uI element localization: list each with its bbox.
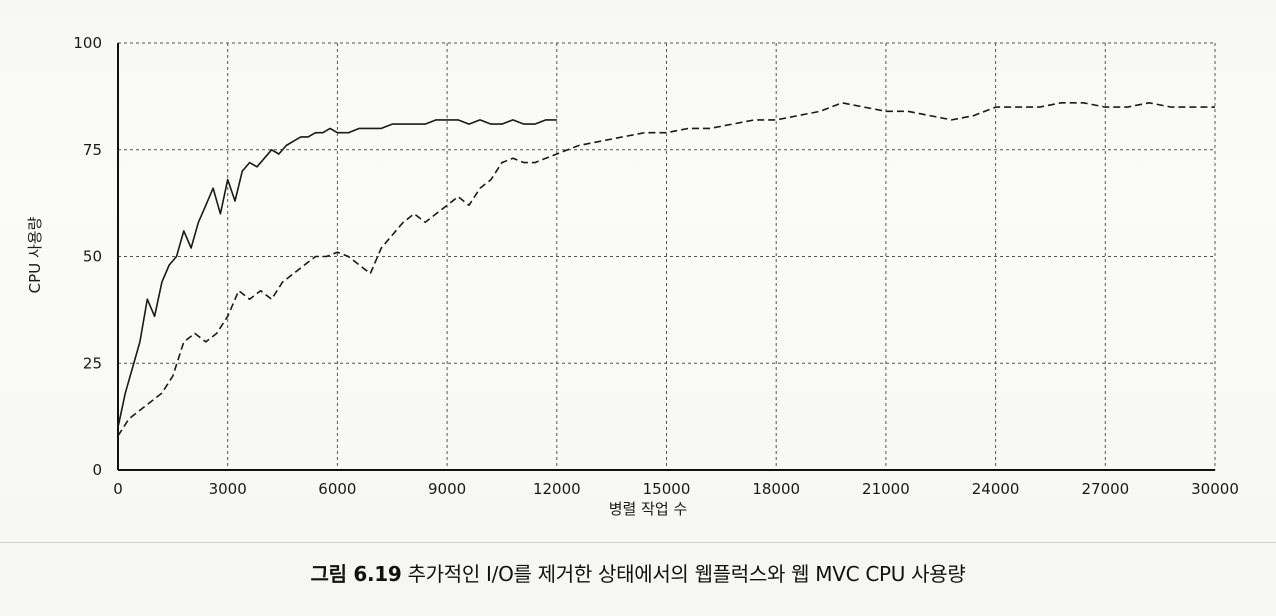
x-tick-label: 18000 xyxy=(752,480,800,498)
caption-divider xyxy=(0,542,1276,543)
axes xyxy=(117,43,1215,471)
x-tick-label: 6000 xyxy=(318,480,356,498)
x-tick-label: 21000 xyxy=(862,480,910,498)
x-tick-label: 24000 xyxy=(972,480,1020,498)
grid-lines xyxy=(118,42,1216,470)
y-tick-label: 0 xyxy=(92,461,102,479)
figure-number: 그림 6.19 xyxy=(310,562,402,586)
x-tick-label: 0 xyxy=(113,480,123,498)
x-tick-label: 9000 xyxy=(428,480,466,498)
x-tick-label: 3000 xyxy=(209,480,247,498)
x-tick-label: 12000 xyxy=(533,480,581,498)
series-lines xyxy=(117,102,1215,437)
y-tick-label: 25 xyxy=(83,354,102,372)
y-axis-label: CPU 사용량 xyxy=(26,216,44,293)
tick-labels: 0 3000 6000 9000 12000 15000 18000 21000 24000 27… xyxy=(73,34,1239,498)
y-tick-label: 75 xyxy=(83,141,102,159)
dashed-series-line xyxy=(117,102,1215,437)
figure-caption: 그림 6.19 추가적인 I/O를 제거한 상태에서의 웹플럭스와 웹 MVC … xyxy=(0,558,1276,587)
x-tick-label: 30000 xyxy=(1191,480,1239,498)
solid-series-line xyxy=(117,119,557,428)
x-tick-label: 15000 xyxy=(643,480,691,498)
x-axis-label: 병렬 작업 수 xyxy=(609,500,688,518)
x-tick-label: 27000 xyxy=(1081,480,1129,498)
y-tick-label: 50 xyxy=(83,248,102,266)
figure-caption-text: 추가적인 I/O를 제거한 상태에서의 웹플럭스와 웹 MVC CPU 사용량 xyxy=(401,562,966,586)
y-tick-label: 100 xyxy=(73,34,102,52)
